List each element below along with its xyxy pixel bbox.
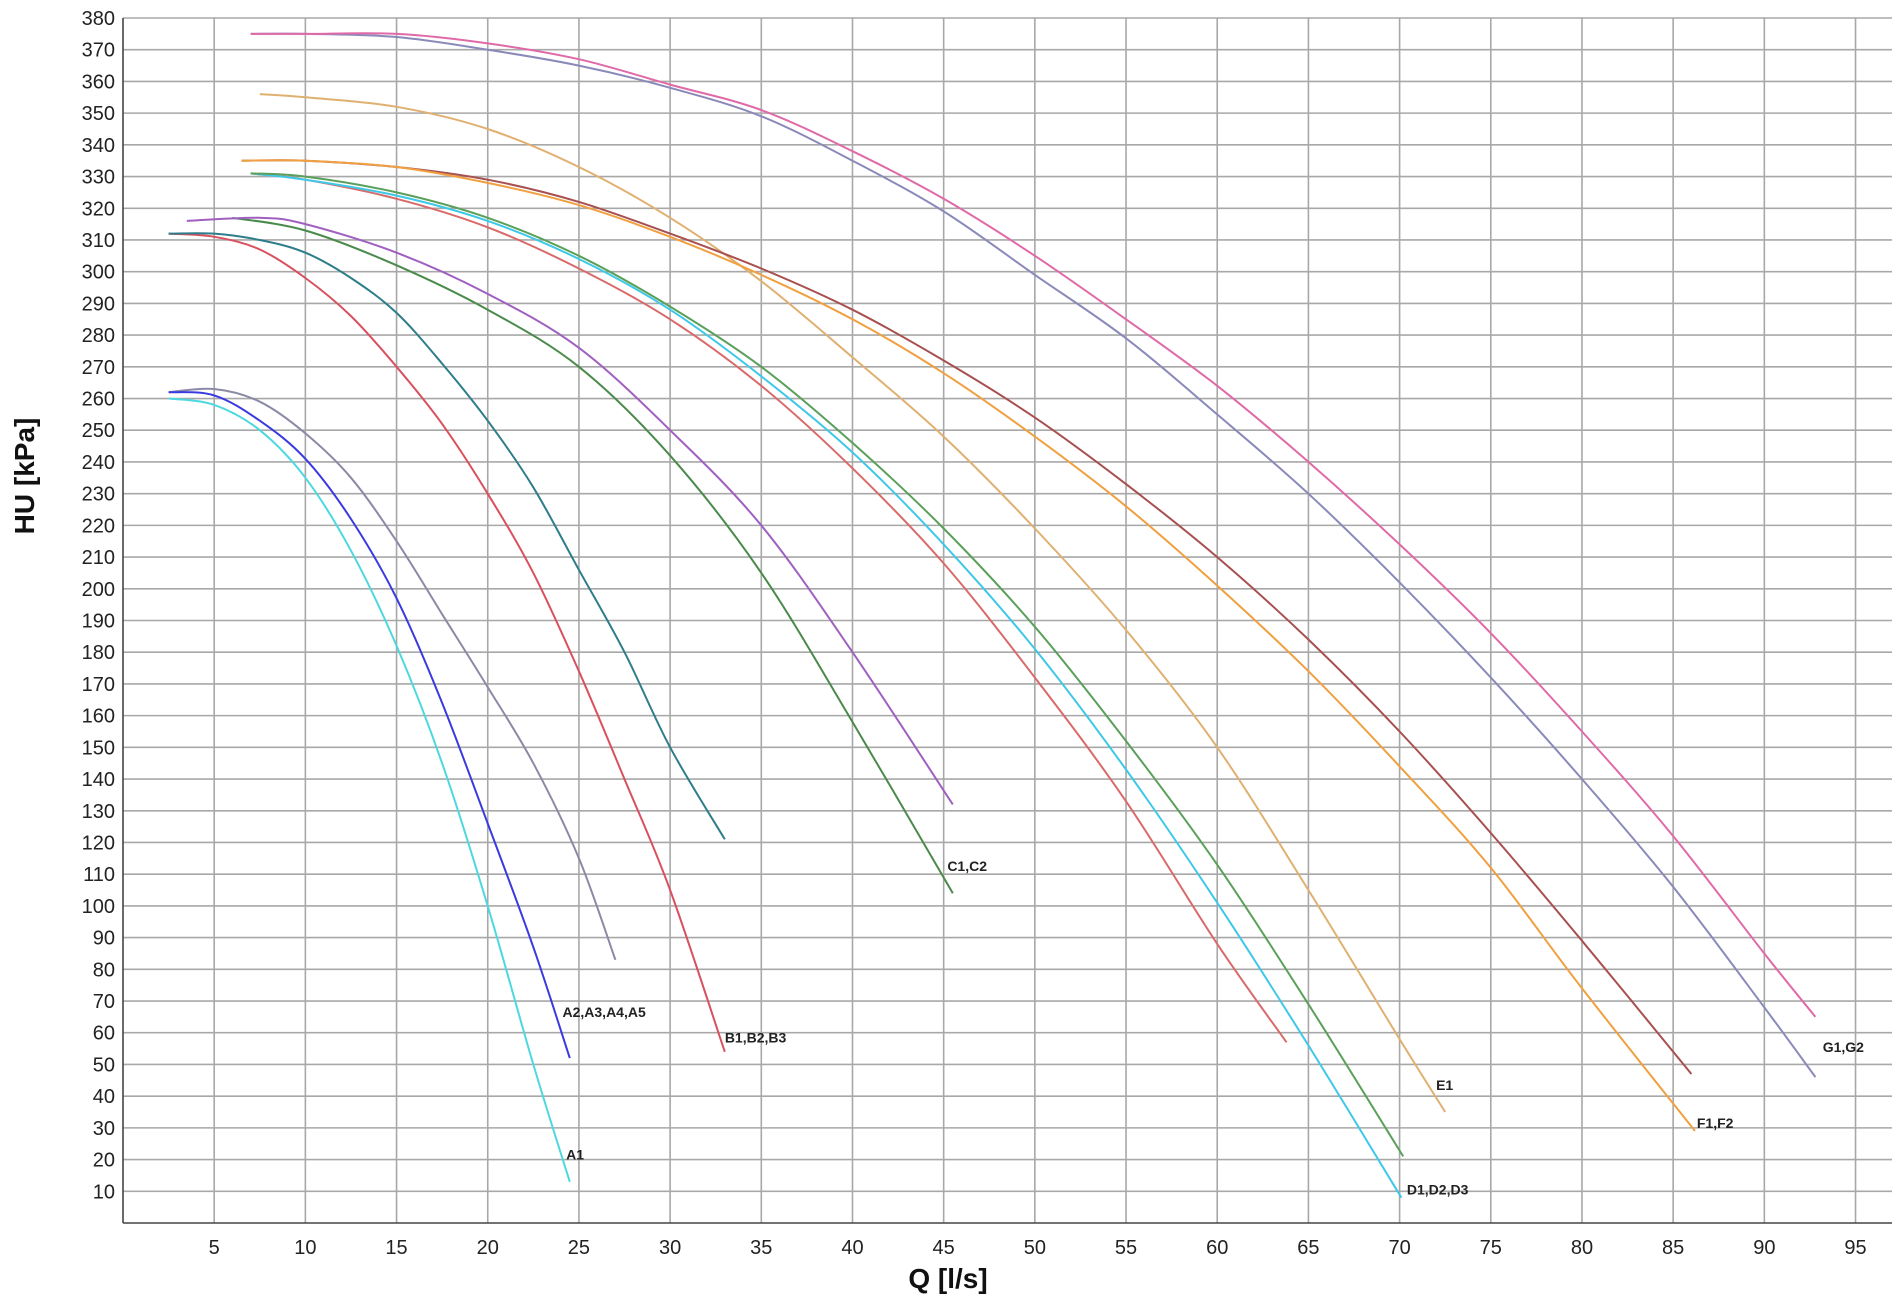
y-axis-title: HU [kPa] [9, 418, 40, 535]
pump-curve-series-8 [250, 172, 1288, 1043]
y-tick-label: 130 [82, 801, 115, 823]
x-tick-label: 95 [1844, 1237, 1866, 1259]
curve-label: B1,B2,B3 [725, 1029, 787, 1045]
pump-curve-e1 [259, 93, 1447, 1113]
y-tick-label: 350 [82, 103, 115, 125]
y-tick-label: 30 [93, 1118, 115, 1140]
pump-curve-c1-c2 [232, 216, 954, 894]
pump-curve-g1-g2 [250, 32, 1817, 1018]
y-tick-label: 110 [83, 864, 115, 886]
y-tick-label: 140 [82, 769, 115, 791]
y-tick-label: 290 [82, 293, 115, 315]
curve-label: C1,C2 [947, 858, 987, 874]
y-tick-label: 300 [82, 262, 115, 284]
y-tick-label: 240 [82, 452, 115, 474]
pump-curve-b1-b2-b3 [168, 232, 726, 1053]
y-tick-label: 340 [82, 135, 115, 157]
y-tick-label: 180 [82, 642, 115, 664]
x-tick-label: 20 [477, 1237, 499, 1259]
y-tick-label: 10 [93, 1181, 115, 1203]
pump-curve-a2-a3-a4-a5 [168, 391, 571, 1059]
curve-label: F1,F2 [1697, 1115, 1734, 1131]
curve-label: E1 [1436, 1077, 1453, 1093]
y-tick-label: 80 [93, 959, 115, 981]
pump-curve-a1 [168, 397, 571, 1183]
pump-curve-series-14 [250, 32, 1817, 1078]
curves [168, 32, 1817, 1199]
x-tick-label: 85 [1662, 1237, 1684, 1259]
y-tick-label: 280 [82, 325, 115, 347]
y-tick-label: 170 [82, 674, 115, 696]
y-tick-label: 230 [82, 484, 115, 506]
y-tick-label: 60 [93, 1023, 115, 1045]
x-tick-label: 50 [1024, 1237, 1046, 1259]
y-tick-label: 260 [82, 389, 115, 411]
y-tick-label: 360 [82, 71, 115, 93]
pump-curve-series-5 [168, 232, 726, 840]
y-tick-label: 200 [82, 579, 115, 601]
pump-curve-series-7 [186, 216, 954, 805]
curve-labels: A1 A2,A3,A4,A5 B1,B2,B3 C1,C2 D1,D2,D3 E1 F1,F… [563, 858, 1865, 1197]
y-tick-label: 220 [82, 515, 115, 537]
x-tick-label: 75 [1480, 1237, 1502, 1259]
axes: 10 20 30 40 50 60 70 80 90 100 110 120 130 140 150 160 1… [82, 8, 1892, 1259]
x-tick-label: 10 [294, 1237, 316, 1259]
y-tick-label: 150 [82, 737, 115, 759]
x-tick-label: 70 [1388, 1237, 1410, 1259]
y-tick-label: 320 [82, 198, 115, 220]
y-tick-label: 380 [82, 8, 115, 30]
y-tick-label: 40 [93, 1086, 115, 1108]
y-tick-label: 270 [82, 357, 115, 379]
y-tick-label: 50 [93, 1054, 115, 1076]
x-tick-label: 40 [841, 1237, 863, 1259]
y-tick-label: 190 [82, 611, 115, 633]
x-tick-label: 30 [659, 1237, 681, 1259]
x-axis-title: Q [l/s] [908, 1263, 987, 1294]
y-tick-label: 90 [93, 928, 115, 950]
x-tick-label: 35 [750, 1237, 772, 1259]
y-tick-label: 330 [82, 167, 115, 189]
pump-curve-series-2 [168, 387, 617, 961]
pump-curve-d1-d2-d3 [250, 172, 1403, 1199]
x-tick-label: 80 [1571, 1237, 1593, 1259]
y-tick-label: 210 [82, 547, 115, 569]
x-tick-label: 60 [1206, 1237, 1228, 1259]
y-tick-label: 100 [82, 896, 115, 918]
y-tick-label: 20 [93, 1150, 115, 1172]
x-tick-label: 5 [209, 1237, 220, 1259]
pump-curve-series-10 [250, 172, 1405, 1157]
x-tick-label: 25 [568, 1237, 590, 1259]
curve-label: G1,G2 [1823, 1039, 1864, 1055]
x-tick-label: 90 [1753, 1237, 1775, 1259]
x-tick-label: 45 [933, 1237, 955, 1259]
y-tick-label: 250 [82, 420, 115, 442]
curve-label: A1 [566, 1147, 584, 1163]
y-tick-label: 120 [82, 832, 115, 854]
pump-curve-f1-f2 [241, 159, 1696, 1132]
x-tick-label: 15 [385, 1237, 407, 1259]
y-tick-label: 70 [93, 991, 115, 1013]
curve-label: D1,D2,D3 [1407, 1181, 1469, 1197]
pump-curve-series-12 [241, 159, 1693, 1075]
grid [123, 17, 1892, 1223]
x-tick-label: 65 [1297, 1237, 1319, 1259]
x-tick-label: 55 [1115, 1237, 1137, 1259]
curve-label: A2,A3,A4,A5 [563, 1004, 646, 1020]
y-tick-label: 310 [82, 230, 115, 252]
y-tick-label: 370 [82, 40, 115, 62]
y-tick-label: 160 [82, 706, 115, 728]
